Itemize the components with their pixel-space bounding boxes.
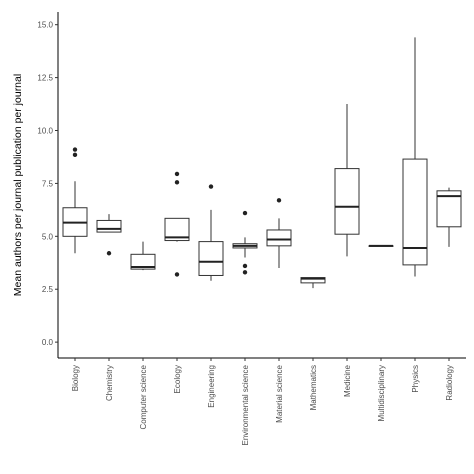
box-biology xyxy=(62,147,88,254)
y-tick-label: 15.0 xyxy=(37,21,53,30)
outlier-point xyxy=(208,184,214,189)
box-radiology xyxy=(436,187,462,247)
box-material-science xyxy=(266,198,292,269)
box-iqr xyxy=(266,229,292,247)
y-tick-label: 0.0 xyxy=(42,338,54,347)
y-tick-label: 12.5 xyxy=(37,74,53,83)
outlier-point xyxy=(72,152,78,158)
x-tick-label: Radiology xyxy=(445,365,454,401)
y-tick-label: 10.0 xyxy=(37,127,53,136)
box-iqr xyxy=(402,158,428,266)
box-multidisciplinary xyxy=(368,244,394,247)
x-axis-ticks: Biology Chemistry Computer science Ecology E… xyxy=(71,358,454,445)
outlier-point xyxy=(242,270,248,275)
box-iqr xyxy=(300,277,326,284)
box-ecology xyxy=(164,171,190,277)
outlier-point xyxy=(276,198,282,203)
x-tick-label: Ecology xyxy=(173,365,182,393)
x-tick-label: Material science xyxy=(275,364,284,422)
box-iqr xyxy=(164,217,190,242)
x-tick-label: Chemistry xyxy=(105,365,114,401)
y-tick-label: 5.0 xyxy=(42,232,54,241)
box-mathematics xyxy=(300,277,326,289)
x-tick-label: Biology xyxy=(71,365,80,391)
box-chemistry xyxy=(96,214,122,256)
outlier-point xyxy=(174,171,180,177)
box-iqr xyxy=(334,168,360,235)
outlier-point xyxy=(174,272,180,277)
box-iqr xyxy=(198,241,224,276)
boxes-layer xyxy=(62,37,462,289)
x-tick-label: Physics xyxy=(411,365,420,393)
box-medicine xyxy=(334,104,360,257)
outlier-point xyxy=(106,251,112,256)
outlier-point xyxy=(72,147,78,152)
x-tick-label: Medicine xyxy=(343,364,352,397)
x-tick-label: Computer science xyxy=(139,364,148,429)
x-tick-label: Multidisciplinary xyxy=(377,365,386,421)
x-tick-label: Engineering xyxy=(207,365,216,408)
box-iqr xyxy=(96,219,122,233)
box-engineering xyxy=(198,184,224,281)
y-tick-label: 7.5 xyxy=(42,179,54,188)
box-physics xyxy=(402,37,428,277)
y-axis-label: Mean authors per journal publication per… xyxy=(12,74,24,296)
box-environmental-science xyxy=(232,210,258,275)
y-axis-ticks: 0.0 2.5 5.0 7.5 10.0 12.5 15.0 xyxy=(37,21,58,347)
outlier-point xyxy=(242,263,248,269)
outlier-point xyxy=(242,210,248,216)
outlier-point xyxy=(174,180,180,185)
x-tick-label: Environmental science xyxy=(241,364,250,445)
box-iqr xyxy=(130,253,156,270)
x-tick-label: Mathematics xyxy=(309,365,318,410)
y-tick-label: 2.5 xyxy=(42,285,54,294)
box-computer-science xyxy=(130,241,156,271)
